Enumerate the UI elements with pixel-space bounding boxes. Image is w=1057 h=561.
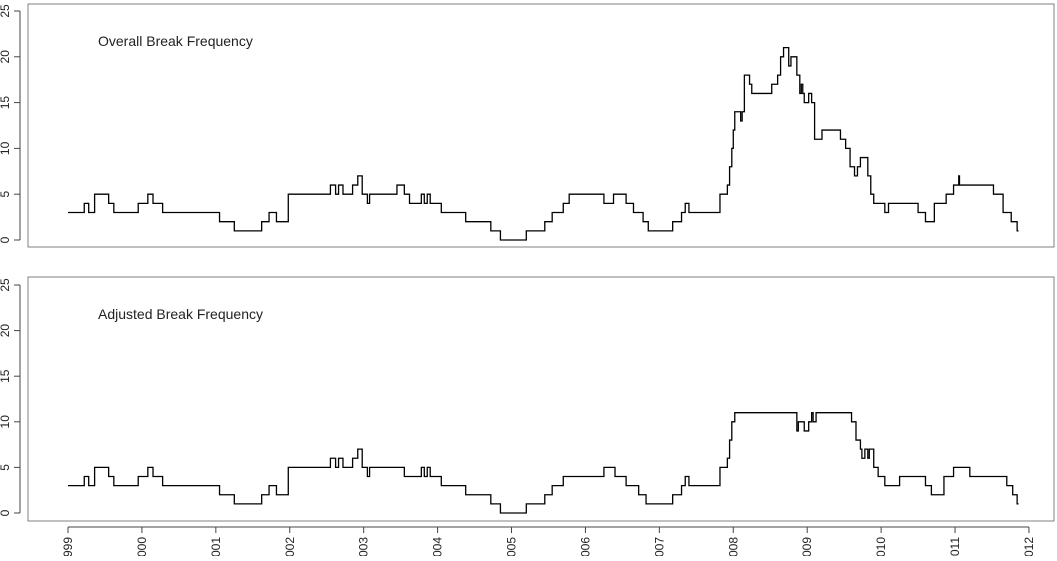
y-tick-label: 20 [0, 50, 12, 64]
y-tick-label: 0 [0, 236, 12, 243]
y-tick-label: 25 [0, 4, 12, 18]
x-tick-label: 2007 [652, 537, 666, 556]
y-tick-label: 5 [0, 464, 12, 471]
x-tick-label: 2004 [431, 537, 445, 556]
x-tick-label: 2011 [948, 537, 962, 556]
y-tick-label: 25 [0, 278, 12, 292]
x-tick-label: 2012 [1022, 537, 1036, 556]
y-tick-label: 10 [0, 415, 12, 429]
panel-annotation: Overall Break Frequency [98, 33, 253, 49]
plot-frame [27, 3, 1055, 248]
panel-annotation: Adjusted Break Frequency [98, 306, 263, 322]
series-line [68, 412, 1019, 514]
plot-frame [27, 276, 1055, 522]
x-tick-label: 2008 [726, 537, 740, 556]
x-tick-label: 2006 [578, 537, 592, 556]
x-tick-label: 2010 [874, 537, 888, 556]
y-tick-label: 5 [0, 191, 12, 198]
x-tick-label: 2000 [135, 537, 149, 556]
x-tick-label: 2001 [209, 537, 223, 556]
y-tick-label: 20 [0, 324, 12, 338]
x-tick-label: 2005 [505, 537, 519, 556]
y-tick-label: 15 [0, 96, 12, 110]
x-tick-label: 2003 [357, 537, 371, 556]
x-tick-label: 2009 [800, 537, 814, 556]
chart-panel-2: 0 5 10 15 20 25 Adjusted Break Frequency 1999 20… [0, 276, 1055, 561]
y-tick-label: 10 [0, 141, 12, 155]
series-line [68, 46, 1019, 241]
y-tick-label: 0 [0, 509, 12, 516]
x-tick-label: 2002 [283, 537, 297, 556]
y-tick-label: 15 [0, 369, 12, 383]
chart-panel-1: 0 5 10 15 20 25 Overall Break Frequency [0, 3, 1055, 248]
x-tick-label: 1999 [61, 537, 75, 556]
